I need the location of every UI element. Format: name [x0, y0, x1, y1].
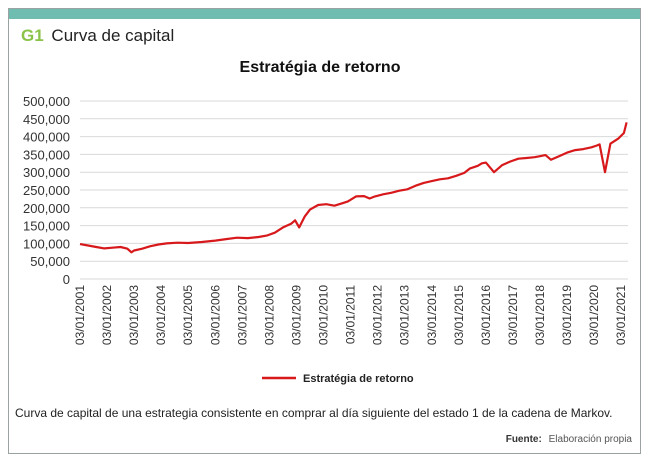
y-tick-label: 250,000: [23, 183, 70, 198]
x-tick-label: 03/01/2017: [506, 285, 520, 345]
series-line: [79, 122, 628, 254]
source-value: Elaboración propia: [548, 434, 632, 445]
x-tick-label: 03/01/2002: [100, 285, 114, 345]
y-tick-label: 50,000: [30, 254, 70, 269]
figure-frame: G1 Curva de capital: [8, 8, 641, 454]
y-tick-label: 0: [63, 272, 70, 287]
x-tick-label: 03/01/2007: [235, 285, 249, 345]
x-tick-label: 03/01/2008: [262, 285, 276, 345]
x-tick-label: 03/01/2006: [208, 285, 222, 345]
source-note: Fuente: Elaboración propia: [506, 434, 632, 445]
x-tick-label: 03/01/2005: [181, 285, 195, 345]
y-tick-label: 450,000: [23, 112, 70, 127]
y-tick-label: 400,000: [23, 130, 70, 145]
y-tick-label: 500,000: [23, 94, 70, 109]
x-tick-label: 03/01/2015: [452, 285, 466, 345]
x-tick-label: 03/01/2003: [127, 285, 141, 345]
x-tick-label: 03/01/2004: [154, 285, 168, 345]
x-tick-label: 03/01/2010: [317, 285, 331, 345]
y-tick-label: 350,000: [23, 147, 70, 162]
x-tick-label: 03/01/2020: [587, 285, 601, 345]
y-tick-label: 150,000: [23, 219, 70, 234]
chart-title: Estratégia de retorno: [240, 59, 401, 76]
figure-caption: Curva de capital de una estrategia consi…: [15, 406, 613, 420]
y-tick-label: 200,000: [23, 201, 70, 216]
figure-tag: G1: [21, 26, 44, 45]
y-tick-label: 100,000: [23, 236, 70, 251]
source-label: Fuente:: [505, 434, 542, 445]
x-tick-label: 03/01/2011: [344, 285, 358, 344]
x-tick-label: 03/01/2013: [398, 285, 412, 345]
x-tick-label: 03/01/2019: [560, 285, 574, 345]
x-tick-label: 03/01/2016: [479, 285, 493, 345]
x-tick-label: 03/01/2001: [73, 285, 87, 345]
figure-title: Curva de capital: [51, 26, 175, 45]
figure-header: G1 Curva de capital: [21, 26, 174, 46]
accent-bar: [9, 9, 640, 19]
x-tick-label: 03/01/2009: [289, 285, 303, 345]
y-tick-label: 300,000: [23, 165, 70, 180]
x-tick-label: 03/01/2021: [614, 285, 628, 345]
x-tick-label: 03/01/2012: [371, 285, 385, 345]
legend-label: Estratégia de retorno: [303, 373, 414, 385]
x-tick-label: 03/01/2014: [425, 285, 439, 345]
x-tick-label: 03/01/2018: [533, 285, 547, 345]
